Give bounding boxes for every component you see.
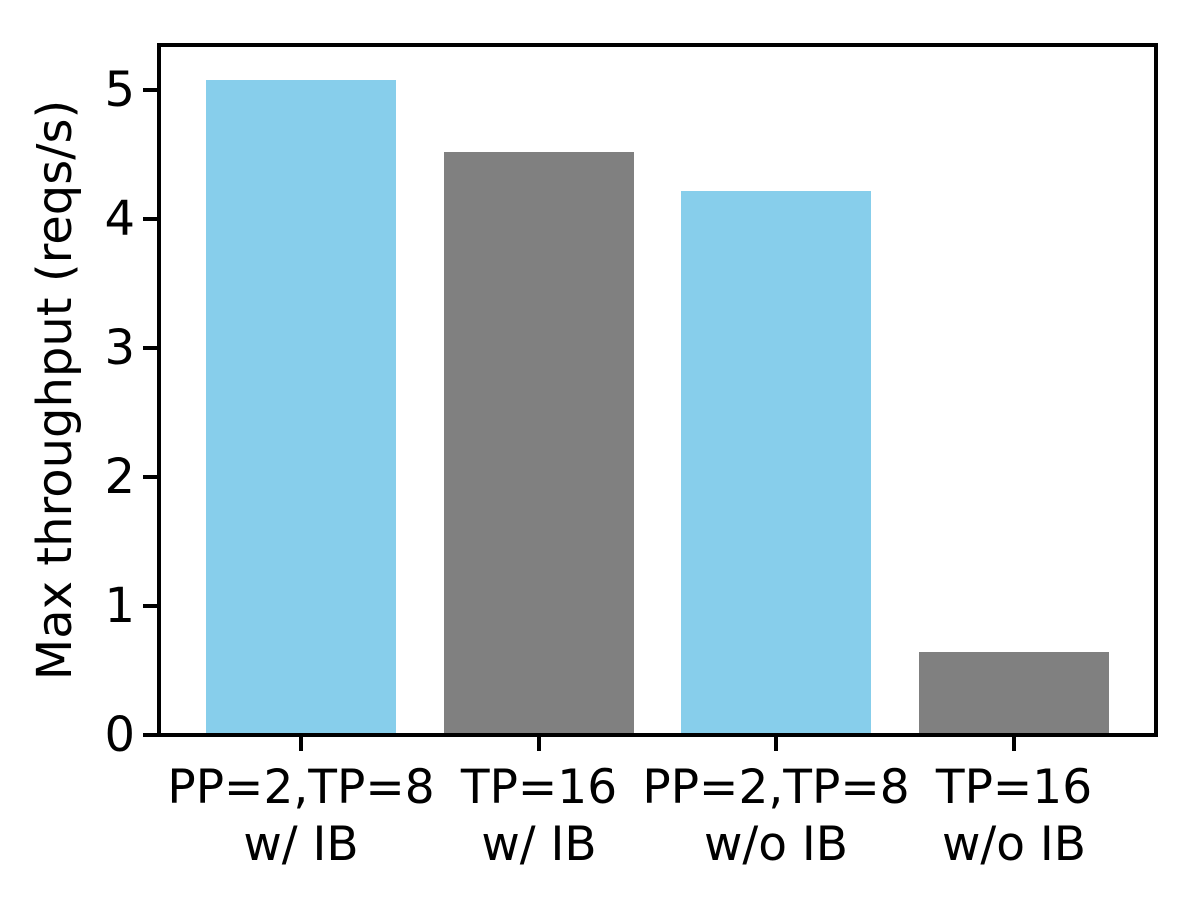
x-tick-mark-3 [1012,737,1016,751]
y-tick-label-5: 5 [104,62,135,118]
bar-3 [919,652,1109,733]
y-tick-mark-3 [143,346,157,350]
y-tick-mark-5 [143,88,157,92]
x-tick-mark-2 [774,737,778,751]
y-tick-label-0: 0 [104,707,135,763]
bar-0 [206,80,396,733]
x-tick-label-2: PP=2,TP=8 w/o IB [642,760,910,872]
y-tick-mark-2 [143,475,157,479]
x-tick-label-1: TP=16 w/ IB [460,760,618,872]
bar-1 [444,152,634,733]
y-tick-label-2: 2 [104,449,135,505]
y-tick-label-3: 3 [104,320,135,376]
x-tick-label-3: TP=16 w/o IB [935,760,1093,872]
plot-area [157,43,1158,737]
bar-2 [681,191,871,733]
x-tick-mark-1 [537,737,541,751]
y-tick-mark-4 [143,217,157,221]
y-axis-label: Max throughput (reqs/s) [27,99,83,681]
x-tick-mark-0 [299,737,303,751]
y-tick-mark-1 [143,604,157,608]
y-tick-mark-0 [143,733,157,737]
y-tick-label-4: 4 [104,191,135,247]
x-tick-label-0: PP=2,TP=8 w/ IB [167,760,435,872]
y-tick-label-1: 1 [104,578,135,634]
